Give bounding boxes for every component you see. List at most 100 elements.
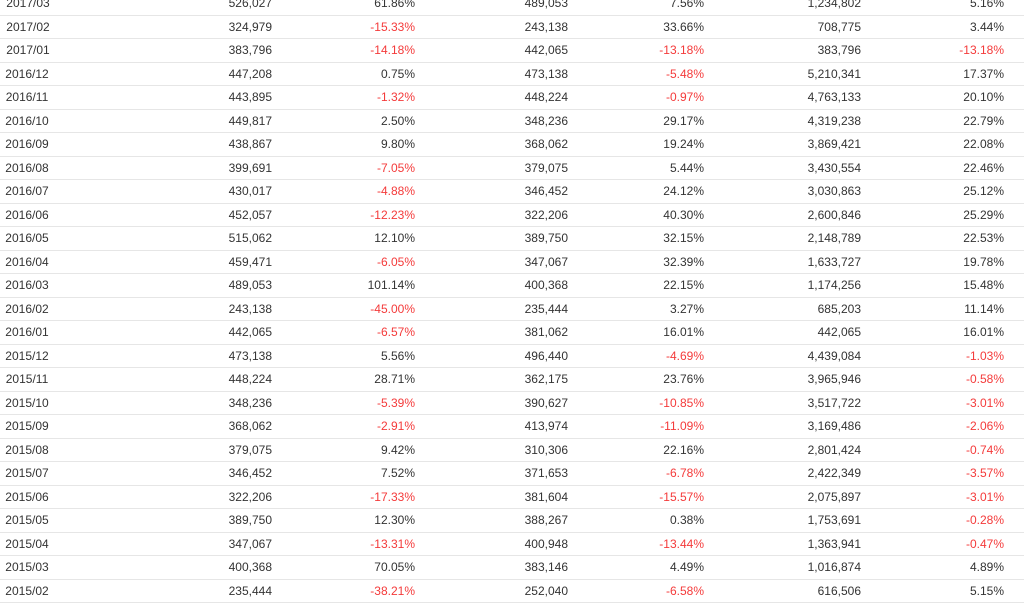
cell-change-a: -14.18% <box>292 38 440 63</box>
cell-cumulative-change: 19.78% <box>878 250 1024 274</box>
cell-value-a: 322,206 <box>148 485 292 509</box>
cell-period: 2015/04 <box>0 532 138 556</box>
cell-value-b: 346,452 <box>440 179 584 204</box>
cell-cumulative-change: -3.01% <box>878 391 1024 415</box>
table-row: 2016/03 489,053 101.14% 400,368 22.15% 1,174,… <box>0 273 1024 298</box>
cell-change-b: -4.69% <box>584 344 730 368</box>
table-row: 2017/01 383,796 -14.18% 442,065 -13.18% 383,7… <box>0 38 1024 63</box>
cell-cumulative-change: -2.06% <box>878 414 1024 439</box>
cell-cumulative-change: -0.58% <box>878 367 1024 392</box>
cell-change-b: -0.97% <box>584 85 730 110</box>
cell-change-b: -10.85% <box>584 391 730 415</box>
cell-period: 2016/02 <box>0 297 138 321</box>
cell-cumulative-change: 17.37% <box>878 62 1024 86</box>
cell-value-a: 324,979 <box>148 15 292 39</box>
cell-cumulative-change: -1.03% <box>878 344 1024 368</box>
cell-value-a: 526,027 <box>148 0 292 16</box>
cell-change-a: -2.91% <box>292 414 440 439</box>
table-row: 2016/01 442,065 -6.57% 381,062 16.01% 442,065… <box>0 320 1024 345</box>
cell-value-a: 473,138 <box>148 344 292 368</box>
cell-value-a: 348,236 <box>148 391 292 415</box>
cell-cumulative: 1,633,727 <box>730 250 878 274</box>
cell-cumulative-change: 22.08% <box>878 132 1024 157</box>
cell-change-b: -13.18% <box>584 38 730 63</box>
cell-value-b: 388,267 <box>440 508 584 533</box>
cell-value-a: 449,817 <box>148 109 292 133</box>
cell-cumulative: 4,439,084 <box>730 344 878 368</box>
cell-value-b: 381,604 <box>440 485 584 509</box>
cell-period: 2015/02 <box>0 579 138 603</box>
cell-value-b: 381,062 <box>440 320 584 345</box>
table-row: 2015/05 389,750 12.30% 388,267 0.38% 1,753,69… <box>0 508 1024 533</box>
cell-cumulative-change: 5.15% <box>878 579 1024 603</box>
cell-value-a: 448,224 <box>148 367 292 392</box>
cell-change-b: -5.48% <box>584 62 730 86</box>
cell-change-a: 7.52% <box>292 461 440 486</box>
cell-cumulative: 1,753,691 <box>730 508 878 533</box>
cell-period: 2016/09 <box>0 132 138 157</box>
cell-value-a: 515,062 <box>148 226 292 251</box>
cell-change-a: -6.05% <box>292 250 440 274</box>
table-row: 2015/08 379,075 9.42% 310,306 22.16% 2,801,42… <box>0 438 1024 462</box>
cell-cumulative: 2,422,349 <box>730 461 878 486</box>
table-row: 2016/11 443,895 -1.32% 448,224 -0.97% 4,763,1… <box>0 85 1024 110</box>
cell-cumulative: 2,075,897 <box>730 485 878 509</box>
cell-value-b: 243,138 <box>440 15 584 39</box>
cell-value-b: 413,974 <box>440 414 584 439</box>
cell-change-b: 22.16% <box>584 438 730 462</box>
cell-value-b: 389,750 <box>440 226 584 251</box>
cell-cumulative: 616,506 <box>730 579 878 603</box>
cell-change-b: -6.58% <box>584 579 730 603</box>
cell-cumulative: 3,169,486 <box>730 414 878 439</box>
cell-cumulative-change: 20.10% <box>878 85 1024 110</box>
cell-period: 2015/06 <box>0 485 138 509</box>
cell-change-a: 12.10% <box>292 226 440 251</box>
table-row: 2016/02 243,138 -45.00% 235,444 3.27% 685,203… <box>0 297 1024 321</box>
cell-change-a: -15.33% <box>292 15 440 39</box>
cell-value-a: 368,062 <box>148 414 292 439</box>
cell-value-b: 371,653 <box>440 461 584 486</box>
cell-cumulative-change: 15.48% <box>878 273 1024 298</box>
cell-cumulative: 685,203 <box>730 297 878 321</box>
cell-change-b: 23.76% <box>584 367 730 392</box>
cell-change-b: 33.66% <box>584 15 730 39</box>
cell-period: 2015/09 <box>0 414 138 439</box>
cell-cumulative-change: -0.28% <box>878 508 1024 533</box>
cell-value-b: 448,224 <box>440 85 584 110</box>
cell-cumulative: 2,148,789 <box>730 226 878 251</box>
cell-period: 2016/07 <box>0 179 138 204</box>
cell-value-b: 310,306 <box>440 438 584 462</box>
cell-period: 2016/04 <box>0 250 138 274</box>
cell-value-a: 235,444 <box>148 579 292 603</box>
cell-cumulative: 3,030,863 <box>730 179 878 204</box>
cell-period: 2017/01 <box>0 38 139 63</box>
cell-cumulative: 1,363,941 <box>730 532 878 556</box>
cell-change-b: 0.38% <box>584 508 730 533</box>
cell-change-a: 12.30% <box>292 508 440 533</box>
cell-cumulative-change: -3.57% <box>878 461 1024 486</box>
table-row: 2017/03 526,027 61.86% 489,053 7.56% 1,234,80… <box>0 0 1024 16</box>
cell-cumulative-change: 22.46% <box>878 156 1024 180</box>
cell-value-a: 442,065 <box>148 320 292 345</box>
cell-value-b: 383,146 <box>440 555 584 580</box>
cell-cumulative-change: 5.16% <box>878 0 1024 16</box>
cell-cumulative: 3,517,722 <box>730 391 878 415</box>
cell-period: 2016/03 <box>0 273 138 298</box>
cell-change-a: -7.05% <box>292 156 440 180</box>
cell-change-b: -13.44% <box>584 532 730 556</box>
cell-change-b: 3.27% <box>584 297 730 321</box>
cell-change-b: 24.12% <box>584 179 730 204</box>
cell-change-a: 70.05% <box>292 555 440 580</box>
cell-cumulative: 4,763,133 <box>730 85 878 110</box>
cell-value-a: 452,057 <box>148 203 292 227</box>
cell-value-a: 399,691 <box>148 156 292 180</box>
table-row: 2016/10 449,817 2.50% 348,236 29.17% 4,319,23… <box>0 109 1024 133</box>
cell-value-b: 368,062 <box>440 132 584 157</box>
cell-cumulative-change: -0.74% <box>878 438 1024 462</box>
table-row: 2016/09 438,867 9.80% 368,062 19.24% 3,869,42… <box>0 132 1024 157</box>
table-row: 2015/07 346,452 7.52% 371,653 -6.78% 2,422,34… <box>0 461 1024 486</box>
cell-change-b: 16.01% <box>584 320 730 345</box>
cell-change-b: 40.30% <box>584 203 730 227</box>
cell-period: 2015/05 <box>0 508 138 533</box>
table-row: 2015/12 473,138 5.56% 496,440 -4.69% 4,439,08… <box>0 344 1024 368</box>
